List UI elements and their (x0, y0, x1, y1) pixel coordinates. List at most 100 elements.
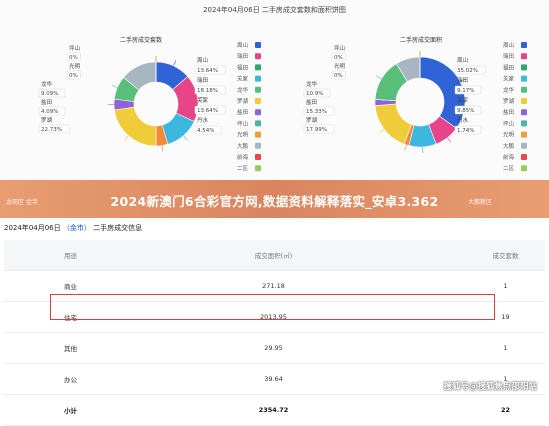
slice-label: 盐田 (306, 98, 317, 106)
legend-label: 盐田 (237, 108, 248, 116)
banner-right-text: 大鹏新区 (468, 197, 492, 206)
slice-label: 丹水 (457, 116, 469, 124)
slice-label: 0% (334, 55, 343, 61)
slice-label: 关家 (457, 96, 469, 104)
legend-label: 瑞田 (503, 52, 514, 60)
overlay-banner: 龙岗区 金寺 2024新澳门6合彩官方网,数据资料解释落实_安卓3.362 大鹏… (0, 180, 549, 218)
cell-area: 39.64 (200, 364, 347, 395)
slice-label: 龙华 (41, 80, 53, 88)
slice-label: 9.85% (457, 108, 474, 114)
legend-label: 瑞田 (237, 52, 248, 60)
legend-label: 龙华 (237, 86, 249, 94)
legend-swatch (255, 109, 261, 115)
legend-label: 大鹏 (237, 142, 249, 150)
transaction-table: 用途 成交面积(㎡) 成交套数 商业 271.18 1 住宅 2013.95 1… (4, 240, 545, 426)
legend-label: 盐田 (503, 108, 514, 116)
slice-label: 18.18% (197, 88, 218, 94)
leader-line (379, 129, 384, 133)
slice-label: 17.99% (306, 127, 327, 133)
slice-label: 龙华 (306, 80, 318, 88)
legend-swatch (521, 143, 527, 149)
banner-title: 2024新澳门6合彩官方网,数据资料解释落实_安卓3.362 (0, 191, 549, 210)
legend-label: 坪山 (237, 119, 248, 127)
table-header-row: 用途 成交面积(㎡) 成交套数 (4, 240, 545, 271)
slice-label: 35.02% (457, 68, 478, 74)
slice-label: 关家 (197, 96, 209, 104)
legend-swatch (255, 53, 261, 59)
slice-label: 坪山 (69, 44, 80, 52)
slice-label: 0% (69, 55, 78, 61)
slice-label: 盐田 (41, 98, 52, 106)
slice-label: 瑞田 (197, 76, 208, 84)
legend-swatch (521, 64, 527, 70)
legend-label: 光明 (237, 131, 249, 139)
chart-panel: 2024年04月06日 二手房成交套数和面积饼图 二手房成交套数 二手房成交面积… (0, 0, 549, 186)
legend-swatch (255, 98, 261, 104)
leader-line (173, 60, 175, 65)
slice-label: 光明 (334, 62, 346, 70)
legend-swatch (255, 143, 261, 149)
legend-swatch (255, 120, 261, 126)
header-usage: 用途 (4, 240, 200, 271)
legend-swatch (521, 53, 527, 59)
slice-label: 光明 (69, 62, 81, 70)
cell-count: 22 (347, 395, 545, 426)
cell-usage: 其他 (4, 333, 200, 364)
legend-label: 二区 (503, 165, 515, 172)
legend-swatch (255, 132, 261, 138)
legend-swatch (521, 87, 527, 93)
legend-swatch (255, 87, 261, 93)
pie-charts: 坪山0%光明0%龙华9.09%盐田4.09%罗湖22.73%周山13.64%瑞田… (0, 0, 549, 186)
legend-label: 福田 (237, 63, 248, 71)
legend-swatch (255, 42, 261, 48)
legend-swatch (521, 132, 527, 138)
highlight-box (50, 294, 495, 320)
legend-label: 二区 (237, 165, 249, 172)
cell-area: 29.95 (200, 333, 347, 364)
leader-line (125, 136, 129, 141)
cell-usage: 小计 (4, 395, 200, 426)
legend-swatch (521, 98, 527, 104)
legend-label: 福田 (503, 63, 514, 71)
pie-hole (135, 83, 177, 125)
table-caption: 2024年04月06日 （金市） 二手房成交信息 (4, 223, 142, 233)
table-row: 其他 29.95 1 (4, 333, 545, 364)
slice-label: 10.9% (306, 91, 323, 97)
header-area: 成交面积(㎡) (200, 240, 347, 271)
caption-title: 二手房成交信息 (93, 224, 142, 232)
legend-swatch (521, 109, 527, 115)
slice-label: 13.64% (197, 68, 218, 74)
leader-line (183, 136, 187, 141)
caption-region[interactable]: （金市） (63, 224, 91, 232)
leader-line (112, 85, 118, 87)
legend-label: 关家 (237, 75, 249, 83)
slice-label: 4.54% (197, 128, 214, 134)
legend-label: 罗湖 (503, 97, 515, 105)
slice-label: 4.09% (41, 109, 58, 115)
slice-label: 15.33% (306, 109, 327, 115)
legend-label: 光明 (503, 131, 515, 139)
slice-label: 瑞田 (457, 76, 468, 84)
legend-swatch (255, 64, 261, 70)
legend-label: 大鹏 (503, 142, 515, 150)
leader-line (376, 76, 381, 79)
legend-swatch (521, 120, 527, 126)
legend-label: 罗湖 (237, 97, 249, 105)
watermark: 搜狐号@搜狐焦点邵阳站 (443, 380, 537, 392)
slice-label: 坪山 (334, 44, 345, 52)
cell-count: 1 (347, 333, 545, 364)
slice-label: 0% (69, 73, 78, 79)
slice-label: 罗湖 (41, 116, 53, 124)
legend-label: 周山 (237, 41, 248, 49)
slice-label: 周山 (197, 56, 208, 64)
slice-label: 13.64% (197, 108, 218, 114)
slice-label: 22.73% (41, 127, 62, 133)
legend-label: 周山 (503, 41, 514, 49)
slice-label: 0% (334, 73, 343, 79)
slice-label: 周山 (457, 56, 468, 64)
slice-label: 9.09% (41, 91, 58, 97)
legend-swatch (521, 165, 527, 171)
slice-label: 罗湖 (306, 116, 318, 124)
legend-swatch (255, 154, 261, 160)
pie-hole (397, 79, 443, 125)
